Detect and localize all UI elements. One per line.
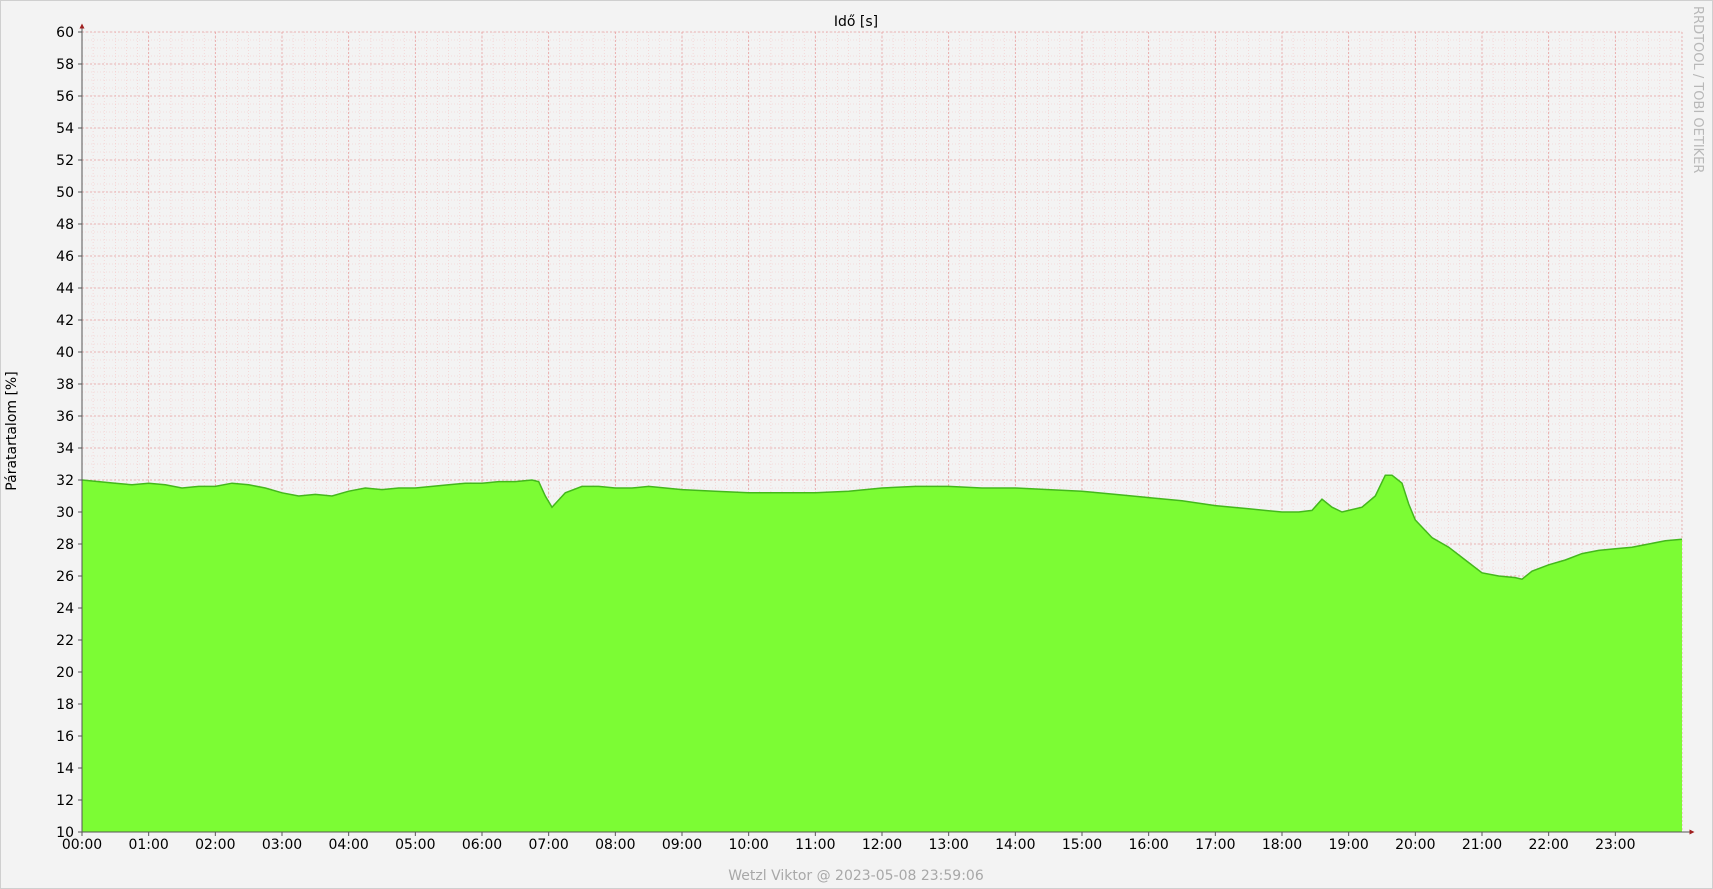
x-tick-label: 10:00	[728, 837, 768, 853]
y-tick-label: 46	[56, 249, 74, 265]
x-tick-label: 11:00	[795, 837, 835, 853]
y-tick-label: 10	[56, 825, 74, 841]
y-tick-label: 28	[56, 537, 74, 553]
x-tick-label: 04:00	[328, 837, 368, 853]
y-tick-label: 44	[56, 281, 74, 297]
y-tick-label: 30	[56, 505, 74, 521]
y-tick-label: 16	[56, 729, 74, 745]
y-tick-label: 56	[56, 89, 74, 105]
x-tick-label: 09:00	[662, 837, 702, 853]
y-tick-label: 40	[56, 345, 74, 361]
x-tick-label: 23:00	[1595, 837, 1635, 853]
y-tick-label: 36	[56, 409, 74, 425]
x-tick-label: 22:00	[1528, 837, 1568, 853]
y-tick-label: 38	[56, 377, 74, 393]
x-tick-label: 12:00	[862, 837, 902, 853]
y-tick-label: 14	[56, 761, 74, 777]
y-tick-label: 42	[56, 313, 74, 329]
x-tick-label: 16:00	[1128, 837, 1168, 853]
y-tick-label: 26	[56, 569, 74, 585]
x-tick-label: 18:00	[1262, 837, 1302, 853]
y-tick-label: 60	[56, 25, 74, 41]
y-axis-label: Páratartalom [%]	[4, 371, 20, 490]
x-tick-label: 21:00	[1462, 837, 1502, 853]
y-axis-ticks: 10 12 14 16 18 20 22 24 26 28 30 32 34 36 38 40 42 44 46 48…	[56, 25, 82, 841]
y-tick-label: 24	[56, 601, 74, 617]
humidity-line	[81, 474, 1683, 581]
y-tick-label: 32	[56, 473, 74, 489]
x-axis-label: Idő [s]	[834, 14, 878, 30]
x-tick-label: 08:00	[595, 837, 635, 853]
x-tick-label: 19:00	[1328, 837, 1368, 853]
y-tick-label: 18	[56, 697, 74, 713]
x-axis-ticks: 00:00 01:00 02:00 03:00 04:00 05:00 06:00 07:00…	[62, 832, 1636, 853]
x-tick-label: 00:00	[62, 837, 102, 853]
x-tick-label: 13:00	[928, 837, 968, 853]
x-tick-label: 17:00	[1195, 837, 1235, 853]
x-tick-label: 02:00	[195, 837, 235, 853]
footer-credit: Wetzl Viktor @ 2023-05-08 23:59:06	[728, 868, 984, 884]
y-tick-label: 22	[56, 633, 74, 649]
rrdtool-watermark: RRDTOOL / TOBI OETIKER	[1690, 6, 1705, 173]
x-tick-label: 20:00	[1395, 837, 1435, 853]
y-tick-label: 48	[56, 217, 74, 233]
x-tick-label: 06:00	[462, 837, 502, 853]
x-tick-label: 07:00	[528, 837, 568, 853]
x-tick-label: 15:00	[1062, 837, 1102, 853]
y-tick-label: 12	[56, 793, 74, 809]
x-tick-label: 14:00	[995, 837, 1035, 853]
y-tick-label: 54	[56, 121, 74, 137]
y-tick-label: 52	[56, 153, 74, 169]
y-tick-label: 34	[56, 441, 74, 457]
x-tick-label: 03:00	[262, 837, 302, 853]
humidity-area	[82, 475, 1682, 832]
x-tick-label: 01:00	[128, 837, 168, 853]
y-tick-label: 50	[56, 185, 74, 201]
y-tick-label: 58	[56, 57, 74, 73]
x-tick-label: 05:00	[395, 837, 435, 853]
y-tick-label: 20	[56, 665, 74, 681]
